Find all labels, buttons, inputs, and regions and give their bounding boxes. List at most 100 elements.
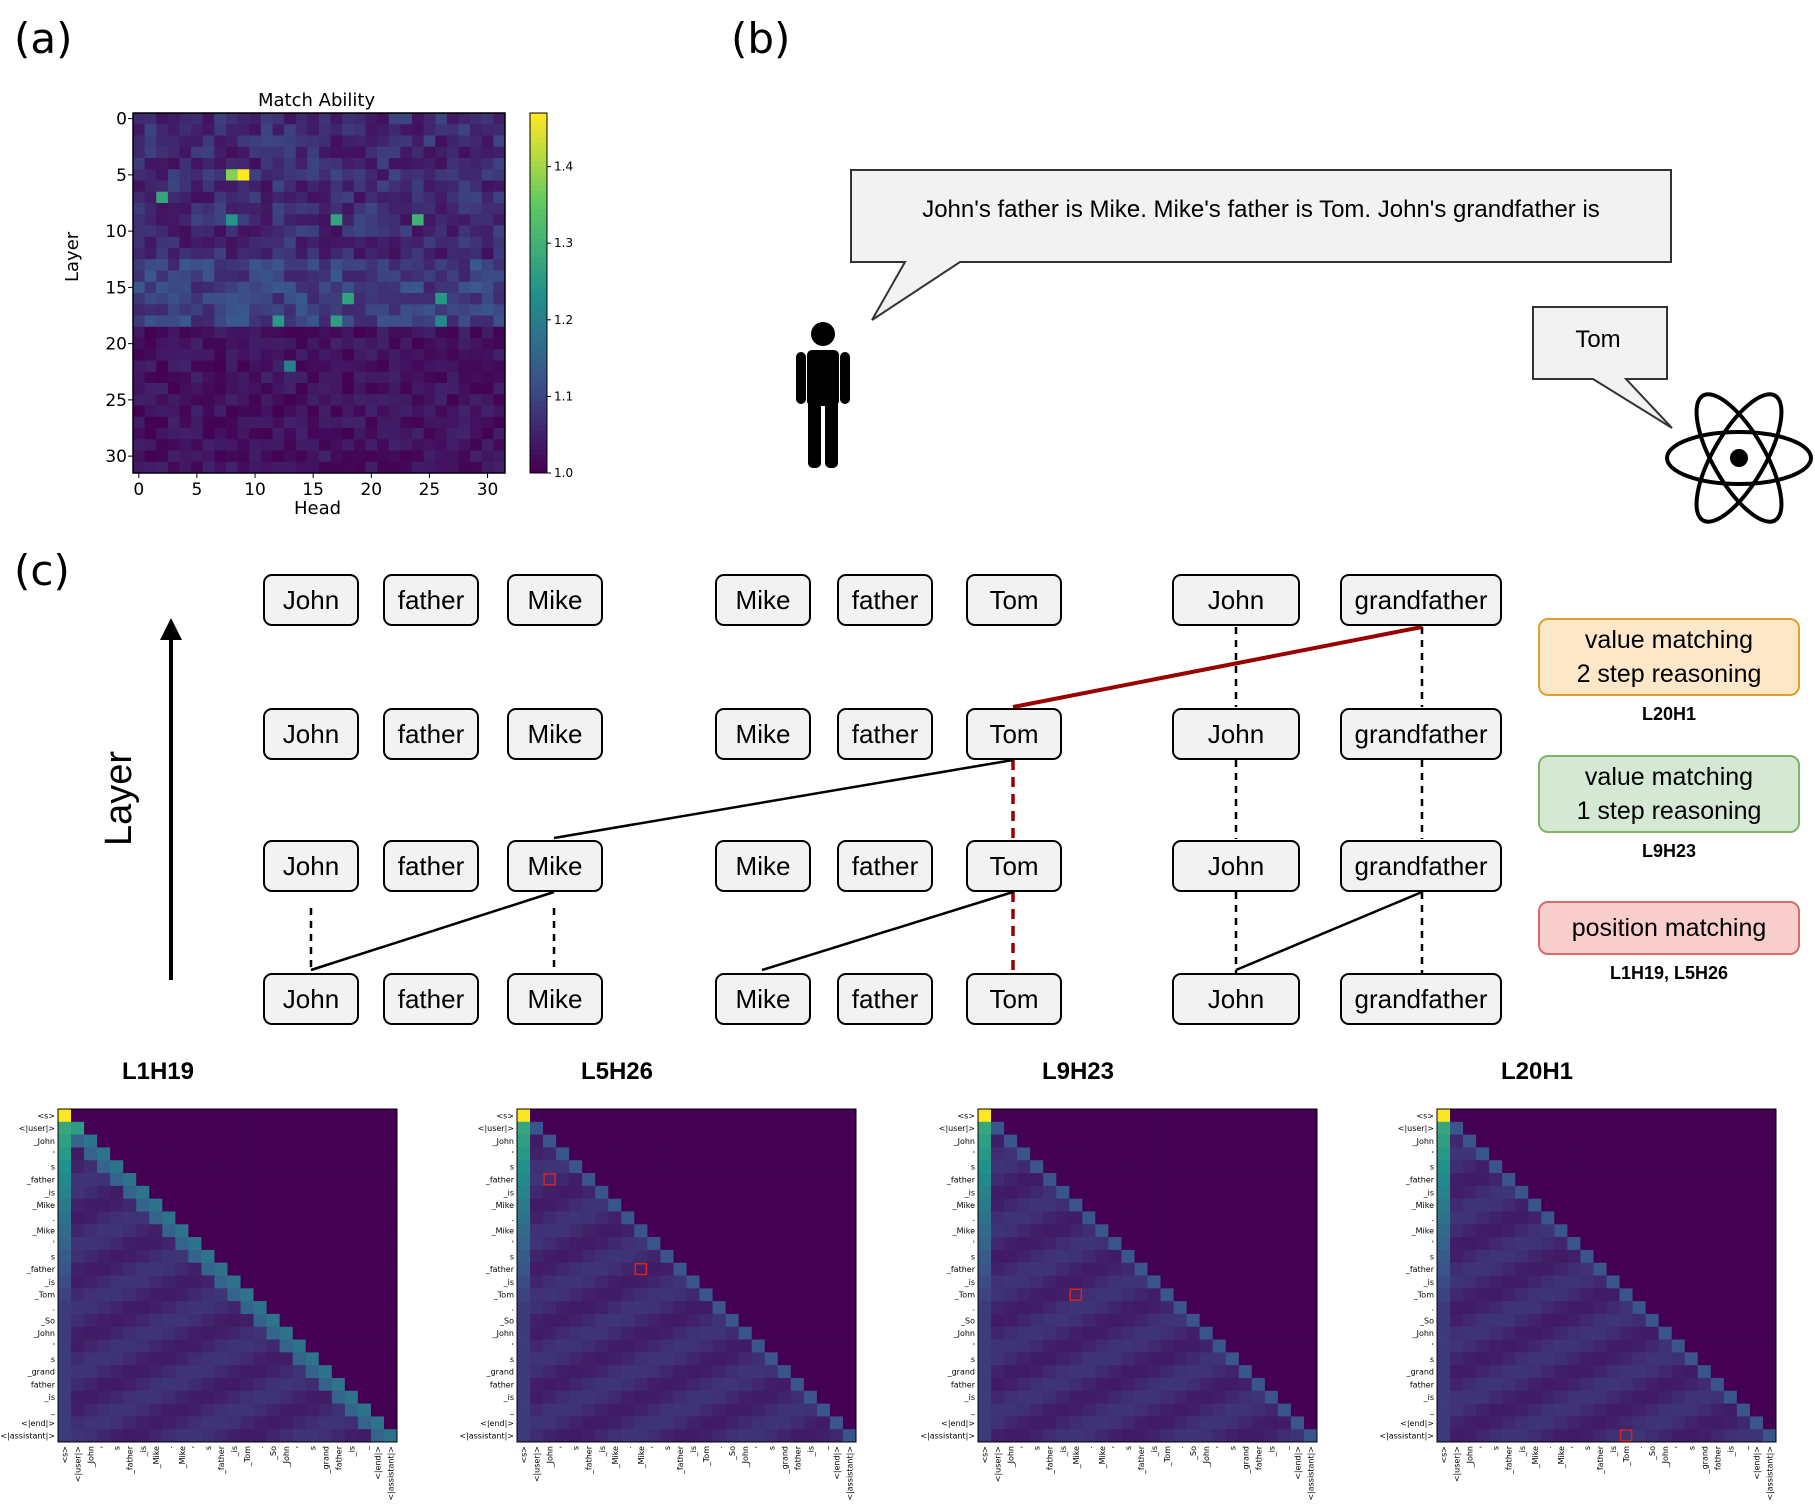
heatmap-cell: [319, 281, 332, 294]
attention-cell: [1619, 1275, 1633, 1289]
attention-cell: [1554, 1288, 1568, 1302]
heatmap-cell: [435, 135, 448, 148]
attention-cell: [292, 1262, 307, 1276]
attention-cell: [214, 1288, 228, 1302]
attention-cell: [1515, 1390, 1529, 1404]
heatmap-cell: [435, 281, 448, 294]
heatmap-cell: [133, 135, 146, 148]
heatmap-cell: [226, 360, 239, 373]
heatmap-cell: [377, 191, 390, 204]
attention-cell: [201, 1365, 215, 1379]
attention-cell: [1606, 1147, 1620, 1161]
attention-cell: [1697, 1377, 1712, 1392]
heatmap-cell: [353, 214, 366, 226]
attention-cell: [1710, 1275, 1725, 1289]
attention-cell: [1606, 1429, 1620, 1443]
attention-cell: [1437, 1377, 1451, 1392]
attention-cell: [1567, 1275, 1581, 1289]
attention-cell: [227, 1313, 241, 1328]
attention-cell: [357, 1416, 372, 1430]
attention-cell: [1723, 1403, 1738, 1417]
heatmap-cell: [179, 450, 192, 463]
heatmap-cell: [330, 439, 343, 451]
heatmap-cell: [470, 326, 483, 339]
attention-cell: [305, 1224, 320, 1238]
heatmap-cell: [144, 304, 157, 316]
heatmap-cell: [365, 203, 378, 215]
attention-cell: [1541, 1326, 1555, 1340]
attention-cell: [188, 1352, 202, 1366]
attention-cell: [331, 1390, 346, 1404]
attention-cell: [1632, 1224, 1647, 1238]
attention-cell: [1762, 1147, 1777, 1161]
token-node-tom: Tom: [966, 840, 1062, 892]
heatmap-cell: [237, 248, 250, 260]
heatmap-cell: [260, 124, 273, 136]
token-node-father: father: [837, 708, 933, 760]
attention-cell: [279, 1377, 294, 1392]
y-token-label: _Tom: [1413, 1291, 1434, 1300]
attention-cell: [305, 1109, 320, 1123]
heatmap-cell: [144, 191, 157, 204]
colorbar-segment: [530, 113, 547, 120]
attention-cell: [1567, 1185, 1581, 1200]
heatmap-cell: [133, 270, 146, 283]
x-token-label: ': [1570, 1446, 1579, 1448]
heatmap-cell: [133, 371, 146, 384]
attention-cell: [175, 1326, 189, 1340]
attention-cell: [149, 1121, 163, 1136]
attention-cell: [1619, 1224, 1633, 1238]
x-token-label: _father: [217, 1445, 226, 1475]
attention-cell: [370, 1224, 385, 1238]
heatmap-cell: [260, 383, 273, 395]
attention-cell: [123, 1224, 137, 1238]
heatmap-cell: [214, 394, 227, 406]
y-token-label: <|end|>: [1400, 1419, 1434, 1428]
heatmap-cell: [481, 383, 494, 395]
heatmap-cell: [481, 158, 494, 170]
heatmap-cell: [412, 338, 425, 350]
heatmap-cell: [342, 315, 355, 328]
attention-cell: [58, 1352, 72, 1366]
attention-cell: [1684, 1198, 1699, 1212]
attention-cell: [1749, 1288, 1764, 1302]
attention-cell: [1515, 1249, 1529, 1264]
heatmap-cell: [133, 236, 146, 249]
attention-cell: [1671, 1160, 1686, 1174]
attention-cell: [1450, 1377, 1464, 1392]
heatmap-cell: [133, 349, 146, 361]
heatmap-cell: [319, 146, 332, 159]
colorbar-segment: [530, 215, 547, 222]
x-token-label: ': [100, 1446, 109, 1448]
attention-cell: [1541, 1224, 1555, 1238]
attention-cell: [305, 1313, 320, 1328]
heatmap-cell: [307, 180, 320, 193]
attention-cell: [1450, 1109, 1464, 1123]
attention-cell: [1723, 1237, 1738, 1251]
heatmap-cell: [260, 338, 273, 350]
attention-cell: [110, 1429, 124, 1443]
attention-cell: [279, 1249, 294, 1264]
heatmap-cell: [342, 180, 355, 193]
heatmap-cell: [237, 416, 250, 429]
heatmap-cell: [353, 113, 366, 125]
attention-cell: [84, 1429, 98, 1443]
colorbar-frame: [529, 112, 548, 474]
attention-cell: [318, 1134, 333, 1148]
heatmap-cell: [342, 281, 355, 294]
heatmap-cell: [446, 428, 459, 440]
heatmap-cell: [446, 326, 459, 339]
attention-cell: [162, 1377, 176, 1392]
attention-cell: [1736, 1173, 1751, 1187]
attention-cell: [305, 1352, 320, 1366]
attention-cell: [1489, 1147, 1503, 1161]
attention-cell: [1502, 1262, 1516, 1276]
heatmap-cell: [307, 383, 320, 395]
attention-cell: [266, 1390, 281, 1404]
attention-cell: [1632, 1262, 1647, 1276]
heatmap-cell: [446, 191, 459, 204]
heatmap-cell: [481, 214, 494, 226]
heatmap-cell: [435, 270, 448, 283]
attention-cell: [1710, 1134, 1725, 1148]
attention-cell: [1528, 1390, 1542, 1404]
